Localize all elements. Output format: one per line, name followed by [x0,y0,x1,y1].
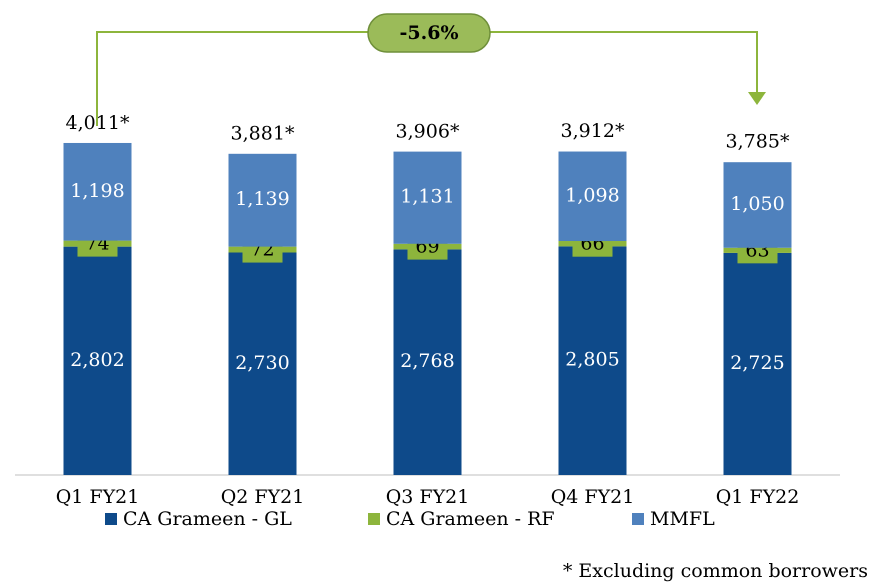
bar-segment [558,151,627,242]
footnote: * Excluding common borrowers [563,560,868,582]
legend-label: CA Grameen - GL [123,508,292,530]
value-label: 2,805 [565,349,619,371]
total-label: 3,906* [396,121,460,143]
total-label: 4,011* [66,112,130,134]
value-label: 1,098 [565,184,619,206]
bar-segment [393,249,462,475]
value-label: 1,198 [70,180,124,202]
change-label: -5.6% [400,22,459,44]
value-label: 2,730 [235,352,289,374]
x-tick-label: Q4 FY21 [551,486,635,508]
legend-swatch [632,513,644,525]
bar-segment [393,151,462,244]
total-label: 3,881* [231,123,295,145]
total-label: 3,785* [726,131,790,153]
bar-segment [228,252,297,475]
value-label: 1,139 [235,188,289,210]
bar-segment [63,142,132,241]
total-label: 3,912* [561,120,625,142]
value-label: 2,725 [730,352,784,374]
change-arrow [748,92,766,105]
x-tick-label: Q1 FY21 [56,486,140,508]
legend-label: MMFL [650,508,715,530]
x-tick-label: Q3 FY21 [386,486,470,508]
bar-segment [228,153,297,247]
value-label: 2,802 [70,349,124,371]
bar-segment [63,246,132,475]
legend-label: CA Grameen - RF [386,508,555,530]
bar-segment [723,252,792,475]
value-label: 1,050 [730,193,784,215]
x-tick-label: Q2 FY21 [221,486,305,508]
bar-segment [558,246,627,475]
change-pill [367,13,491,53]
legend-swatch [368,513,380,525]
value-label: 2,768 [400,350,454,372]
legend-swatch [105,513,117,525]
x-tick-label: Q1 FY22 [716,486,800,508]
value-label: 1,131 [400,186,454,208]
bar-segment [723,162,792,248]
